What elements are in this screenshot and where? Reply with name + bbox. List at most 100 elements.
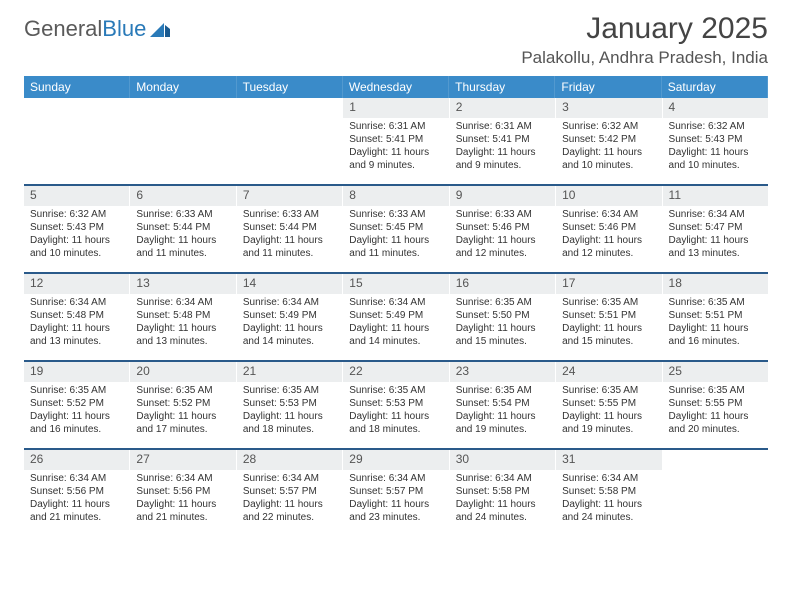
- date-number: 20: [130, 362, 235, 382]
- sunrise-text: Sunrise: 6:35 AM: [349, 384, 442, 397]
- calendar-cell: 25Sunrise: 6:35 AMSunset: 5:55 PMDayligh…: [663, 362, 768, 448]
- daylight-text: Daylight: 11 hours and 11 minutes.: [243, 234, 336, 260]
- date-number: 8: [343, 186, 448, 206]
- sunrise-text: Sunrise: 6:34 AM: [30, 296, 123, 309]
- calendar-cell: 31Sunrise: 6:34 AMSunset: 5:58 PMDayligh…: [556, 450, 662, 536]
- date-number: 27: [130, 450, 235, 470]
- calendar-cell: 7Sunrise: 6:33 AMSunset: 5:44 PMDaylight…: [237, 186, 343, 272]
- daylight-text: Daylight: 11 hours and 11 minutes.: [136, 234, 229, 260]
- sunrise-text: Sunrise: 6:33 AM: [456, 208, 549, 221]
- sunrise-text: Sunrise: 6:35 AM: [456, 384, 549, 397]
- daylight-text: Daylight: 11 hours and 18 minutes.: [243, 410, 336, 436]
- sunrise-text: Sunrise: 6:32 AM: [669, 120, 762, 133]
- daylight-text: Daylight: 11 hours and 24 minutes.: [562, 498, 655, 524]
- date-number: 10: [556, 186, 661, 206]
- calendar-cell: 24Sunrise: 6:35 AMSunset: 5:55 PMDayligh…: [556, 362, 662, 448]
- sunset-text: Sunset: 5:49 PM: [243, 309, 336, 322]
- calendar-cell: 11Sunrise: 6:34 AMSunset: 5:47 PMDayligh…: [663, 186, 768, 272]
- daylight-text: Daylight: 11 hours and 22 minutes.: [243, 498, 336, 524]
- calendar-cell: 8Sunrise: 6:33 AMSunset: 5:45 PMDaylight…: [343, 186, 449, 272]
- cell-body: Sunrise: 6:33 AMSunset: 5:44 PMDaylight:…: [130, 206, 235, 264]
- date-number: 14: [237, 274, 342, 294]
- sunrise-text: Sunrise: 6:35 AM: [669, 296, 762, 309]
- weekday-label: Saturday: [662, 76, 768, 98]
- sunrise-text: Sunrise: 6:34 AM: [243, 296, 336, 309]
- date-number: 11: [663, 186, 768, 206]
- sunrise-text: Sunrise: 6:35 AM: [669, 384, 762, 397]
- date-number: 29: [343, 450, 448, 470]
- cell-body: Sunrise: 6:35 AMSunset: 5:52 PMDaylight:…: [130, 382, 235, 440]
- daylight-text: Daylight: 11 hours and 12 minutes.: [456, 234, 549, 260]
- calendar-cell: 23Sunrise: 6:35 AMSunset: 5:54 PMDayligh…: [450, 362, 556, 448]
- cell-body: Sunrise: 6:34 AMSunset: 5:49 PMDaylight:…: [237, 294, 342, 352]
- cell-body: Sunrise: 6:35 AMSunset: 5:51 PMDaylight:…: [663, 294, 768, 352]
- date-number: 16: [450, 274, 555, 294]
- sunset-text: Sunset: 5:53 PM: [349, 397, 442, 410]
- sunset-text: Sunset: 5:48 PM: [30, 309, 123, 322]
- cell-body: Sunrise: 6:34 AMSunset: 5:49 PMDaylight:…: [343, 294, 448, 352]
- date-number: 3: [556, 98, 661, 118]
- daylight-text: Daylight: 11 hours and 23 minutes.: [349, 498, 442, 524]
- sunrise-text: Sunrise: 6:34 AM: [562, 472, 655, 485]
- date-number: 19: [24, 362, 129, 382]
- sunset-text: Sunset: 5:57 PM: [243, 485, 336, 498]
- date-number: 21: [237, 362, 342, 382]
- cell-body: Sunrise: 6:34 AMSunset: 5:56 PMDaylight:…: [130, 470, 235, 528]
- date-number: 2: [450, 98, 555, 118]
- calendar-cell: 3Sunrise: 6:32 AMSunset: 5:42 PMDaylight…: [556, 98, 662, 184]
- date-number: 12: [24, 274, 129, 294]
- sunrise-text: Sunrise: 6:34 AM: [456, 472, 549, 485]
- calendar-cell: ..: [24, 98, 130, 184]
- sunset-text: Sunset: 5:58 PM: [456, 485, 549, 498]
- cell-body: Sunrise: 6:35 AMSunset: 5:51 PMDaylight:…: [556, 294, 661, 352]
- daylight-text: Daylight: 11 hours and 9 minutes.: [349, 146, 442, 172]
- sunrise-text: Sunrise: 6:35 AM: [136, 384, 229, 397]
- date-number: 6: [130, 186, 235, 206]
- cell-body: Sunrise: 6:32 AMSunset: 5:42 PMDaylight:…: [556, 118, 661, 176]
- calendar-cell: 10Sunrise: 6:34 AMSunset: 5:46 PMDayligh…: [556, 186, 662, 272]
- cell-body: Sunrise: 6:32 AMSunset: 5:43 PMDaylight:…: [24, 206, 129, 264]
- date-number: 26: [24, 450, 129, 470]
- sunrise-text: Sunrise: 6:33 AM: [243, 208, 336, 221]
- sunset-text: Sunset: 5:46 PM: [562, 221, 655, 234]
- cell-body: Sunrise: 6:34 AMSunset: 5:57 PMDaylight:…: [343, 470, 448, 528]
- date-number: 28: [237, 450, 342, 470]
- daylight-text: Daylight: 11 hours and 14 minutes.: [243, 322, 336, 348]
- calendar-cell: 29Sunrise: 6:34 AMSunset: 5:57 PMDayligh…: [343, 450, 449, 536]
- sunrise-text: Sunrise: 6:32 AM: [30, 208, 123, 221]
- sunset-text: Sunset: 5:47 PM: [669, 221, 762, 234]
- date-number: 15: [343, 274, 448, 294]
- date-number: 17: [556, 274, 661, 294]
- calendar-cell: 20Sunrise: 6:35 AMSunset: 5:52 PMDayligh…: [130, 362, 236, 448]
- weekday-label: Monday: [130, 76, 236, 98]
- cell-body: Sunrise: 6:35 AMSunset: 5:52 PMDaylight:…: [24, 382, 129, 440]
- daylight-text: Daylight: 11 hours and 13 minutes.: [669, 234, 762, 260]
- sunset-text: Sunset: 5:54 PM: [456, 397, 549, 410]
- sail-icon: [150, 21, 170, 37]
- daylight-text: Daylight: 11 hours and 10 minutes.: [562, 146, 655, 172]
- calendar-cell: 14Sunrise: 6:34 AMSunset: 5:49 PMDayligh…: [237, 274, 343, 360]
- date-number: 13: [130, 274, 235, 294]
- date-number: 30: [450, 450, 555, 470]
- calendar-cell: 12Sunrise: 6:34 AMSunset: 5:48 PMDayligh…: [24, 274, 130, 360]
- date-number: 4: [663, 98, 768, 118]
- daylight-text: Daylight: 11 hours and 20 minutes.: [669, 410, 762, 436]
- brand-part1: General: [24, 16, 102, 41]
- cell-body: Sunrise: 6:33 AMSunset: 5:45 PMDaylight:…: [343, 206, 448, 264]
- cell-body: Sunrise: 6:31 AMSunset: 5:41 PMDaylight:…: [343, 118, 448, 176]
- calendar-week: 26Sunrise: 6:34 AMSunset: 5:56 PMDayligh…: [24, 450, 768, 536]
- calendar-week: 5Sunrise: 6:32 AMSunset: 5:43 PMDaylight…: [24, 186, 768, 274]
- daylight-text: Daylight: 11 hours and 9 minutes.: [456, 146, 549, 172]
- weeks-container: ......1Sunrise: 6:31 AMSunset: 5:41 PMDa…: [24, 98, 768, 536]
- calendar-cell: 13Sunrise: 6:34 AMSunset: 5:48 PMDayligh…: [130, 274, 236, 360]
- cell-body: Sunrise: 6:33 AMSunset: 5:44 PMDaylight:…: [237, 206, 342, 264]
- date-number: 31: [556, 450, 661, 470]
- sunrise-text: Sunrise: 6:35 AM: [562, 384, 655, 397]
- sunset-text: Sunset: 5:43 PM: [30, 221, 123, 234]
- weekday-label: Friday: [555, 76, 661, 98]
- cell-body: Sunrise: 6:33 AMSunset: 5:46 PMDaylight:…: [450, 206, 555, 264]
- sunset-text: Sunset: 5:52 PM: [136, 397, 229, 410]
- cell-body: Sunrise: 6:34 AMSunset: 5:58 PMDaylight:…: [556, 470, 661, 528]
- calendar-cell: ..: [130, 98, 236, 184]
- date-number: 1: [343, 98, 448, 118]
